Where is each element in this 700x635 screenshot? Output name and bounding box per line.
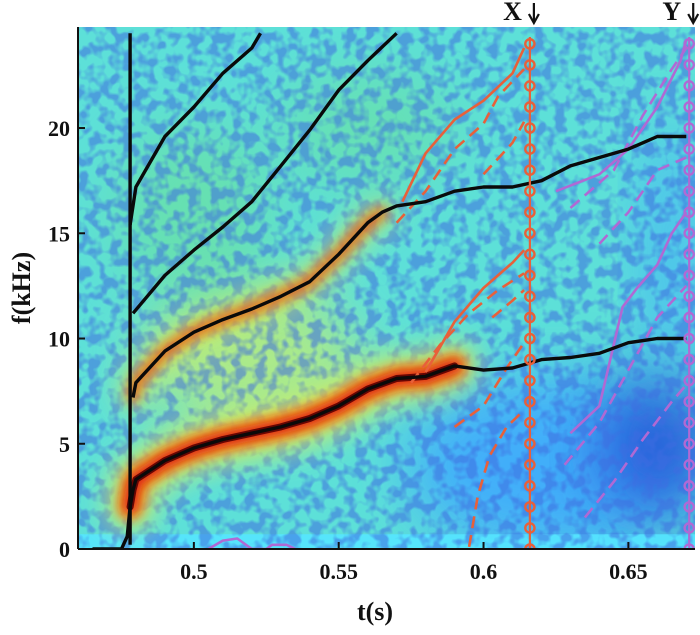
y-branch-line: [583, 383, 688, 519]
marker-point: [683, 437, 695, 450]
marker-point: [683, 164, 695, 176]
marker-point: [683, 522, 695, 534]
y-ticks: 0 5 10 15 20: [48, 116, 85, 562]
plot-area: [78, 27, 695, 549]
x-tick-label: 0.65: [609, 559, 648, 584]
y-axis-title: f(kHz): [7, 252, 36, 324]
x-tick-label: 0.5: [180, 559, 208, 584]
marker-point: [524, 480, 536, 492]
marker-point: [524, 143, 536, 155]
harmonic-ridges: [92, 32, 687, 549]
marker-point: [683, 501, 695, 513]
y-branch-line: [569, 211, 688, 435]
marker-point: [524, 501, 536, 513]
marker-point: [683, 374, 695, 387]
marker-point: [683, 38, 695, 50]
marker-point: [524, 353, 536, 366]
x-branch-line: [482, 121, 526, 176]
marker-point: [524, 227, 536, 240]
x-tick-label: 0.6: [470, 559, 498, 584]
marker-point: [524, 206, 536, 219]
y-tick-label: 20: [48, 116, 70, 141]
x-branch-line: [467, 409, 526, 548]
y-tick-label: 0: [59, 537, 70, 562]
y-tick-label: 5: [59, 432, 70, 457]
y-branch-line: [598, 156, 687, 245]
marker-point: [683, 59, 695, 71]
marker-point: [524, 332, 536, 345]
marker-point: [683, 543, 695, 549]
marker-point: [524, 395, 536, 408]
marker-point: [683, 459, 695, 471]
marker-point: [683, 80, 695, 92]
marker-point: [683, 122, 695, 134]
time-markers: [524, 37, 695, 549]
marker-point: [683, 248, 695, 261]
marker-point: [683, 227, 695, 240]
marker-point: [683, 395, 695, 408]
marker-point: [683, 332, 695, 345]
x-branch-line: [453, 341, 526, 428]
x-branch-line: [401, 47, 526, 203]
x-axis-title: t(s): [357, 597, 393, 626]
harmonic-line-h2: [131, 134, 687, 398]
marker-point: [524, 185, 536, 197]
marker-point: [683, 480, 695, 492]
marker-point: [524, 290, 536, 303]
marker-point: [524, 248, 536, 261]
harmonic-branches: [207, 39, 688, 549]
x-branch-line: [424, 249, 526, 373]
marker-point: [683, 353, 695, 366]
marker-point: [524, 311, 536, 324]
marker-point: [524, 101, 536, 113]
marker-point: [683, 185, 695, 197]
harmonic-line-h1: [92, 336, 687, 549]
marker-point: [524, 543, 536, 549]
axes: 0.5 0.55 0.6 0.65 0 5 10 15 20 t(s) f(kHz): [7, 27, 695, 626]
marker-label-y: Y: [662, 0, 681, 26]
y-branch-line: [207, 537, 296, 549]
marker-point: [524, 374, 536, 387]
harmonic-line-h4: [128, 32, 262, 226]
marker-point: [683, 269, 695, 282]
marker-point: [683, 206, 695, 219]
x-branch-line: [410, 272, 525, 384]
marker-point: [524, 459, 536, 471]
y-tick-label: 10: [48, 327, 70, 352]
marker-point: [524, 522, 536, 534]
marker-point: [524, 80, 536, 92]
y-branch-line: [563, 285, 688, 466]
marker-point: [524, 122, 536, 134]
x-branch-line: [491, 289, 525, 319]
x-tick-label: 0.55: [319, 559, 358, 584]
marker-arrow-head: [527, 13, 540, 26]
marker-point: [683, 101, 695, 113]
y-tick-label: 15: [48, 221, 70, 246]
harmonic-line-h3: [131, 32, 398, 315]
marker-label-x: X: [503, 0, 522, 26]
marker-point: [683, 416, 695, 429]
marker-point: [524, 38, 536, 50]
marker-point: [524, 164, 536, 176]
y-branch-line: [555, 39, 688, 193]
marker-point: [524, 437, 536, 450]
marker-arrow-head: [687, 13, 700, 26]
marker-point: [683, 143, 695, 155]
marker-point: [683, 311, 695, 324]
y-branch-line: [569, 47, 688, 209]
marker-point: [524, 269, 536, 282]
x-ticks: 0.5 0.55 0.6 0.65: [180, 542, 648, 584]
marker-point: [524, 59, 536, 71]
marker-point: [683, 290, 695, 303]
marker-point: [524, 416, 536, 429]
